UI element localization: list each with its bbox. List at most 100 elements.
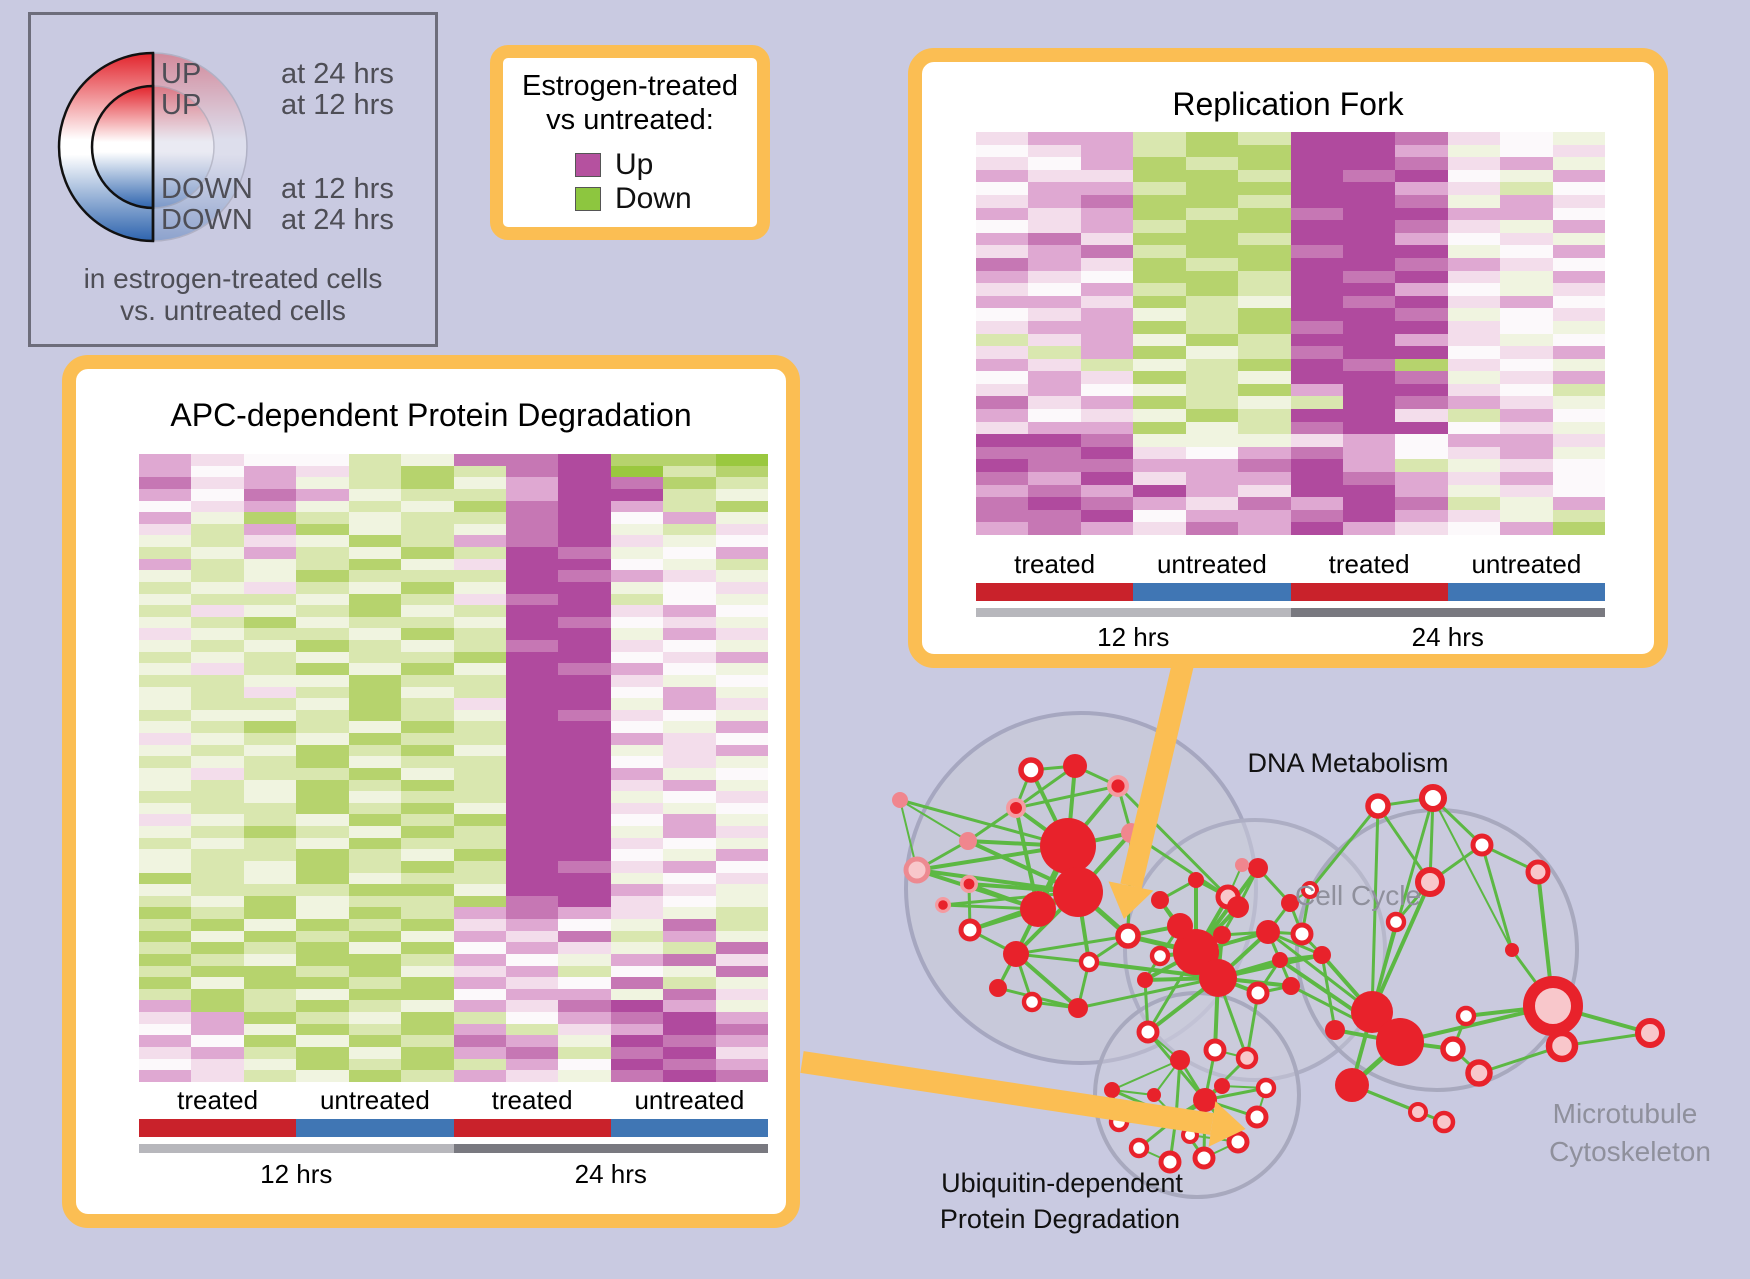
heatmap-row	[976, 283, 1606, 296]
heatmap-cell	[976, 207, 1029, 221]
heatmap-cell	[1342, 371, 1396, 384]
heatmap-cell	[139, 465, 192, 478]
heatmap-cell	[505, 953, 559, 966]
heatmap-cell	[715, 500, 769, 513]
heatmap-cell	[715, 733, 769, 745]
network-edge	[1031, 1000, 1079, 1010]
heatmap-cell	[1028, 333, 1081, 347]
heatmap-cell	[1447, 144, 1501, 158]
heatmap-cell	[1395, 522, 1448, 535]
heatmap-cell	[715, 965, 769, 978]
heatmap-row	[139, 465, 769, 478]
network-edge	[1481, 843, 1539, 874]
heatmap-cell	[1080, 459, 1134, 473]
network-node	[1078, 951, 1100, 973]
heatmap-cell	[1185, 509, 1239, 523]
heatmap-cell	[191, 465, 244, 478]
heatmap-cell	[1290, 207, 1343, 221]
connector-arrow-head	[1108, 881, 1154, 919]
heatmap-cell	[1500, 434, 1553, 447]
heatmap-cell	[401, 628, 454, 640]
network-edge	[1076, 961, 1091, 1009]
replication-fork-title: Replication Fork	[1172, 86, 1404, 122]
heatmap-cell	[348, 686, 402, 699]
network-node	[1470, 833, 1494, 857]
heatmap-row	[139, 698, 769, 710]
ring-label-up-24: UP	[161, 58, 202, 90]
heatmap-cell	[558, 907, 611, 919]
apc-bar-treated-12	[139, 1119, 297, 1137]
heatmap-cell	[1342, 308, 1396, 321]
heatmap-cell	[715, 1023, 769, 1036]
heatmap-cell	[610, 721, 664, 733]
heatmap-cell	[610, 454, 664, 466]
heatmap-cell	[453, 756, 506, 768]
heatmap-cell	[715, 860, 769, 873]
heatmap-cell	[610, 686, 664, 699]
heatmap-cell	[505, 895, 559, 908]
network-node	[959, 832, 977, 850]
heatmap-cell	[1552, 446, 1606, 460]
heatmap-cell	[1552, 245, 1606, 258]
heatmap-cell	[1500, 220, 1553, 233]
heatmap-cell	[663, 837, 716, 850]
heatmap-cell	[191, 988, 244, 1001]
heatmap-cell	[296, 616, 349, 629]
heatmap-row	[139, 500, 769, 513]
heatmap-cell	[401, 581, 454, 594]
heatmap-cell	[139, 988, 192, 1001]
network-edge	[1370, 921, 1398, 1013]
heatmap-cell	[505, 802, 559, 815]
heatmap-cell	[1447, 371, 1501, 384]
heatmap-cell	[348, 1000, 402, 1012]
heatmap-cell	[1080, 308, 1134, 321]
heatmap-cell	[296, 605, 349, 617]
network-node	[1214, 1078, 1230, 1094]
heatmap-cell	[296, 860, 349, 873]
heatmap-cell	[715, 767, 769, 780]
network-edge	[1066, 784, 1120, 848]
heatmap-row	[139, 663, 769, 675]
heatmap-cell	[401, 616, 454, 629]
heatmap-cell	[139, 651, 192, 664]
heatmap-cell	[1447, 295, 1501, 309]
heatmap-row	[139, 756, 769, 768]
heatmap-cell	[1185, 144, 1239, 158]
heatmap-cell	[296, 651, 349, 664]
network-edge	[1350, 1011, 1374, 1086]
heatmap-cell	[1290, 308, 1343, 321]
heatmap-cell	[505, 988, 559, 1001]
inner-ring-left-half	[90, 84, 155, 210]
heatmap-cell	[663, 733, 716, 745]
heatmap-cell	[1080, 232, 1134, 246]
rf-label-treated-24: treated	[1328, 549, 1410, 579]
heatmap-cell	[1133, 308, 1186, 321]
heatmap-row	[976, 497, 1606, 510]
heatmap-cell	[1552, 207, 1606, 221]
heatmap-cell	[1185, 434, 1239, 447]
heatmap-cell	[1133, 497, 1186, 510]
heatmap-cell	[1133, 182, 1186, 195]
heatmap-cell	[348, 465, 402, 478]
heatmap-row	[139, 593, 769, 606]
up-color-swatch	[575, 153, 601, 177]
heatmap-cell	[296, 698, 349, 710]
heatmap-cell	[1447, 270, 1501, 284]
heatmap-cell	[663, 698, 716, 710]
network-node	[1003, 941, 1029, 967]
heatmap-cell	[1395, 383, 1448, 397]
network-node	[1246, 981, 1270, 1005]
heatmap-cell	[1185, 295, 1239, 309]
network-edge	[1076, 890, 1130, 938]
heatmap-cell	[505, 465, 559, 478]
heatmap-cell	[1500, 182, 1553, 195]
heatmap-row	[976, 207, 1606, 221]
heatmap-cell	[505, 628, 559, 640]
network-edge	[1144, 976, 1219, 982]
heatmap-cell	[610, 733, 664, 745]
heatmap-cell	[401, 802, 454, 815]
heatmap-cell	[243, 558, 297, 571]
replication-fork-panel: Replication Fork treated untreated treat…	[908, 48, 1668, 668]
heatmap-cell	[505, 919, 559, 931]
heatmap-cell	[401, 930, 454, 943]
